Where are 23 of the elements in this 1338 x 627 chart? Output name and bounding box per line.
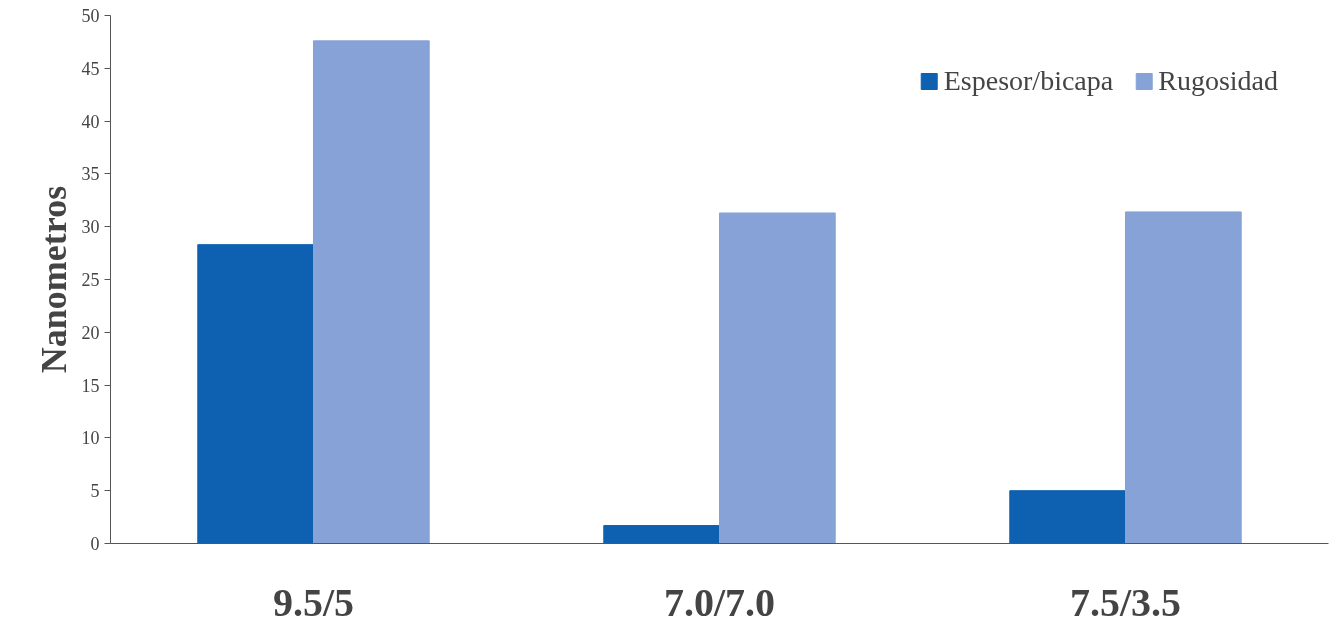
y-tick-label: 35 [81,164,100,185]
bar [1009,490,1126,544]
y-tick-label: 25 [81,270,100,290]
y-axis-title: Nanometros [33,185,74,374]
y-tick-label: 50 [81,6,100,26]
y-tick-label: 40 [81,111,100,132]
x-tick-label: 7.0/7.0 [663,579,776,625]
bar [603,525,720,544]
y-tick-label: 15 [81,375,100,396]
bar [313,40,430,544]
bar [197,244,314,544]
y-tick-label: 5 [90,481,100,502]
y-tick-label: 45 [81,58,100,79]
x-tick-label: 7.5/3.5 [1069,579,1182,625]
y-tick-label: 10 [81,428,100,449]
x-tick-label: 9.5/5 [272,579,355,625]
bar [719,212,836,544]
y-tick-label: 20 [81,322,100,343]
legend-label: Rugosidad [1158,65,1278,97]
legend-label: Espesor/bicapa [943,65,1114,97]
y-tick-label: 30 [81,217,100,238]
bar [1125,211,1242,544]
y-tick-label: 0 [90,534,100,554]
